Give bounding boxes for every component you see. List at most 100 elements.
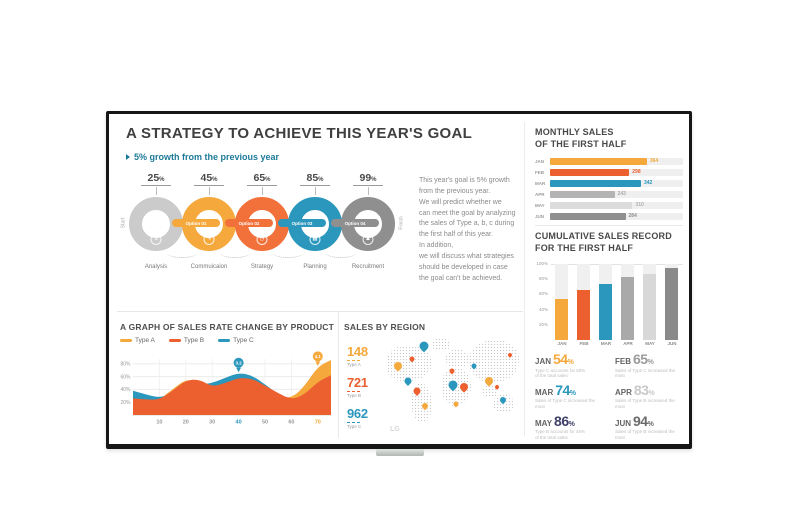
step-percent: 99% <box>353 172 383 186</box>
y-tick-label: 40% <box>120 387 131 393</box>
month-label: MAY <box>535 203 545 208</box>
continent-asia <box>468 339 519 384</box>
y-tick-label: 20% <box>120 400 131 406</box>
start-label: Start <box>120 217 127 229</box>
cumulative-month-label: FEB <box>579 341 589 346</box>
stat-month: APR <box>615 387 632 397</box>
x-tick-label: 60 <box>288 420 294 426</box>
stat-value: 54 <box>553 351 568 367</box>
cumulative-y-label: 20% <box>538 321 548 327</box>
option-label: Option 01 <box>172 219 220 227</box>
y-tick-label: 60% <box>120 374 131 380</box>
stat-cell: JAN 54% Type C accounts for 50% of the tot… <box>535 351 605 379</box>
stat-month: FEB <box>615 357 631 366</box>
horizontal-divider <box>117 311 523 312</box>
stat-month: MAR <box>535 387 554 397</box>
bar-value: 364 <box>649 158 659 164</box>
legend-item: Type C <box>218 337 254 344</box>
area-chart: 80% 60% 40% 20% 10 20 30 40 50 60 70 3.2 4.1 <box>120 351 331 426</box>
dashboard-screen: A STRATEGY TO ACHIEVE THIS YEAR'S GOAL 5… <box>109 114 689 444</box>
monitor-frame: A STRATEGY TO ACHIEVE THIS YEAR'S GOAL 5… <box>106 111 692 449</box>
step-percent-sign: % <box>265 177 271 183</box>
stat-cell: MAY 86% Type B accounts for 45% of the tot… <box>535 413 605 441</box>
region-stat-underline <box>347 360 360 361</box>
sidebar: MONTHLY SALES OF THE FIRST HALF JAN 364 FE… <box>529 114 689 444</box>
cumulative-stats: JAN 54% Type C accounts for 50% of the tot… <box>535 351 685 440</box>
bar-track: 298 <box>550 169 683 176</box>
step-label: Strategy <box>250 264 274 270</box>
marker-pin-tail <box>315 361 321 366</box>
top-gridline <box>551 263 683 265</box>
step-percent-number: 45 <box>200 172 213 184</box>
clock-icon: ◷ <box>256 234 268 245</box>
cumulative-y-label: 80% <box>538 276 548 282</box>
monthly-bar-row: APR 243 <box>535 189 683 200</box>
legend-item: Type A <box>120 337 155 344</box>
marker-value: 3.2 <box>235 361 242 366</box>
box-divider <box>338 311 339 438</box>
marker-pin-tail <box>236 367 241 373</box>
step-percent-sign: % <box>159 177 165 183</box>
step-percent: 45% <box>194 172 224 186</box>
stat-caption: Sales of Type C increased the most <box>535 398 595 409</box>
stat-caption: Type B accounts for 45% of the total sal… <box>535 429 586 440</box>
continent-southeast-asia <box>482 385 498 399</box>
stat-caption: Type C accounts for 50% of the total sal… <box>535 367 586 379</box>
monthly-bar-row: FEB 298 <box>535 167 683 178</box>
region-stat-underline <box>347 391 360 392</box>
footer-logo: LG <box>390 426 400 433</box>
continent-greenland <box>431 338 451 352</box>
month-label: JUN <box>535 214 545 219</box>
column-fill <box>665 268 678 340</box>
region-stat-label: Type C <box>347 424 362 429</box>
step-label: Recruitment <box>351 264 385 270</box>
x-tick-label: 70 <box>315 420 321 426</box>
x-tick-label: 20 <box>183 420 189 426</box>
monitor-stand <box>376 449 424 456</box>
stat-value: 86 <box>554 412 569 429</box>
bar-value: 243 <box>617 191 626 197</box>
step-percent: 65% <box>247 172 277 186</box>
percent-pointer-line <box>315 187 316 195</box>
dotted-arc <box>273 248 303 258</box>
marker-pin <box>233 357 244 368</box>
step-label: Analysis <box>144 264 168 270</box>
process-step: 99% Option 04 ♟ Recruitment <box>331 172 395 270</box>
region-section: SALES BY REGION 148 Type A 721 Type B 962 Typ… <box>341 314 523 438</box>
x-tick-label: 40 <box>236 420 242 426</box>
month-label: FEB <box>535 170 544 175</box>
legend-item: Type B <box>168 337 204 344</box>
stat-line: MAR 74% <box>535 382 605 398</box>
percent-pointer-line <box>209 187 210 195</box>
dotted-arc <box>220 248 250 258</box>
y-tick-label: 80% <box>120 362 131 368</box>
step-percent-number: 85 <box>306 172 319 184</box>
stat-percent-sign: % <box>647 420 654 428</box>
stat-month: JUN <box>615 418 632 428</box>
cumulative-y-label: 100% <box>536 260 548 266</box>
flask-icon: ✎ <box>203 234 215 245</box>
cumulative-month-label: JAN <box>557 341 567 346</box>
sidebar-divider <box>535 225 683 226</box>
stat-value: 74 <box>555 381 570 398</box>
cumulative-months: JAN FEB MAR APR MAY JUN <box>551 341 683 346</box>
sales-rate-section: A GRAPH OF SALES RATE CHANGE BY PRODUCT … <box>117 314 338 438</box>
stat-line: FEB 65% <box>615 351 685 367</box>
money-bag-icon: $ <box>150 234 162 245</box>
stat-line: JUN 94% <box>615 413 685 429</box>
option-label: Option 03 <box>278 219 326 227</box>
finish-label: Finish <box>398 216 405 230</box>
region-stat-value: 148 <box>347 344 368 359</box>
step-label: Commuicaion <box>190 264 228 270</box>
cumulative-month-label: MAY <box>645 341 655 346</box>
bar-track: 364 <box>550 158 683 165</box>
stat-percent-sign: % <box>568 420 575 428</box>
region-stat-label: Type A <box>347 362 361 367</box>
step-percent-sign: % <box>212 177 218 183</box>
legend-label: Type C <box>233 337 254 344</box>
stat-value: 65 <box>633 351 648 367</box>
stat-value: 94 <box>633 412 648 429</box>
legend-dash-icon <box>168 339 181 342</box>
column-fill <box>555 298 568 340</box>
triangle-bullet-icon <box>126 154 130 160</box>
